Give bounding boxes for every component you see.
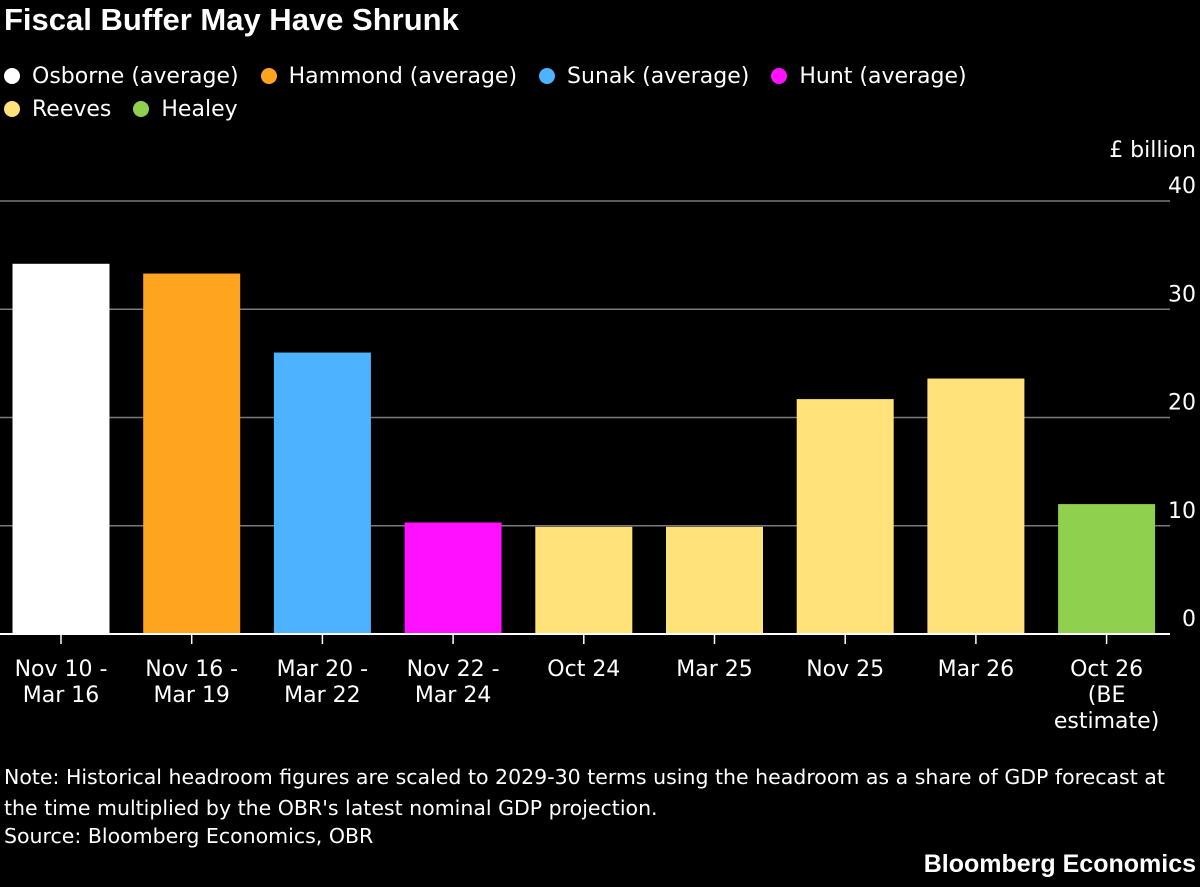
y-tick-label: 0 xyxy=(1182,607,1196,632)
legend-swatch xyxy=(133,101,150,117)
bar xyxy=(796,399,894,634)
legend-label: Sunak (average) xyxy=(567,64,750,89)
bar xyxy=(535,526,633,634)
legend-label: Healey xyxy=(161,97,238,122)
legend-label: Hammond (average) xyxy=(288,64,518,89)
x-tick-label: Nov 16 -Mar 19 xyxy=(145,657,238,708)
bar xyxy=(666,526,763,634)
chart-source: Source: Bloomberg Economics, OBR xyxy=(4,824,374,848)
brand-logo-text: Bloomberg Economics xyxy=(923,850,1196,878)
legend-label: Osborne (average) xyxy=(32,64,239,89)
legend-swatch xyxy=(4,68,20,84)
x-tick-label: Mar 25 xyxy=(676,657,753,682)
bar xyxy=(12,263,110,634)
bar xyxy=(273,352,371,634)
bar-chart: 0 10 20 30 40 Nov 10 -Mar 16 Nov 16 -Mar 19 Mar… xyxy=(0,174,1196,734)
x-tick-label: Mar 26 xyxy=(938,657,1015,682)
legend-swatch xyxy=(4,101,20,117)
legend-item: Reeves xyxy=(4,93,111,126)
legend-item: Healey xyxy=(133,93,238,126)
x-tick-label: Nov 25 xyxy=(806,657,884,682)
legend-item: Osborne (average) xyxy=(4,60,239,93)
legend-item: Hammond (average) xyxy=(260,60,518,93)
chart-title: Fiscal Buffer May Have Shrunk xyxy=(4,2,459,37)
legend-item: Hunt (average) xyxy=(771,60,967,93)
legend-swatch xyxy=(539,68,556,84)
bar xyxy=(404,522,502,634)
bar xyxy=(1058,504,1156,634)
y-tick-label: 10 xyxy=(1168,499,1196,524)
x-tick-label: Oct 26 (BE estimate) xyxy=(1054,657,1159,734)
y-tick-label: 40 xyxy=(1168,174,1196,199)
legend: Osborne (average) Hammond (average) Sunak … xyxy=(4,60,1184,126)
legend-item: Sunak (average) xyxy=(539,60,749,93)
y-tick-label: 20 xyxy=(1168,391,1196,416)
legend-label: Hunt (average) xyxy=(799,64,967,89)
legend-swatch xyxy=(771,68,788,84)
bar xyxy=(927,378,1025,634)
x-tick-label: Mar 20 -Mar 22 xyxy=(277,657,368,708)
x-tick-label: Nov 22 -Mar 24 xyxy=(407,657,500,708)
bar xyxy=(143,273,241,634)
chart-note: Note: Historical headroom figures are sc… xyxy=(4,765,1165,820)
y-tick-label: 30 xyxy=(1168,282,1196,307)
y-axis-unit-label: £ billion xyxy=(1109,138,1196,163)
x-tick-label: Nov 10 -Mar 16 xyxy=(15,657,108,708)
legend-label: Reeves xyxy=(32,97,112,122)
legend-swatch xyxy=(260,68,277,84)
x-tick-label: Oct 24 xyxy=(547,657,620,682)
